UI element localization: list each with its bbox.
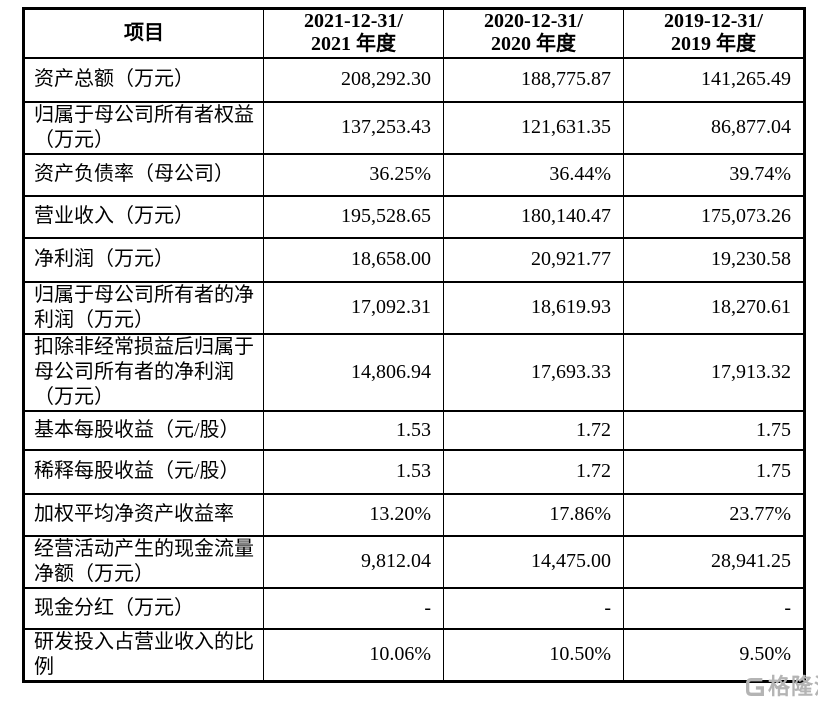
value-cell: 17,913.32 — [623, 332, 805, 412]
table-row: 经营活动产生的现金流量 净额（万元） 9,812.04 14,475.00 28,94… — [23, 534, 805, 589]
value-cell: 18,658.00 — [263, 236, 444, 283]
row-label: 现金分红（万元） — [23, 586, 264, 630]
value-cell: 1.53 — [263, 409, 444, 451]
table-row: 营业收入（万元） 195,528.65 180,140.47 175,073.26 — [23, 194, 805, 239]
value-cell: 9,812.04 — [263, 534, 444, 589]
value-cell: 137,253.43 — [263, 100, 444, 155]
value-cell: 121,631.35 — [443, 100, 624, 155]
table-row: 资产负债率（母公司） 36.25% 36.44% 39.74% — [23, 152, 805, 197]
table-row: 净利润（万元） 18,658.00 20,921.77 19,230.58 — [23, 236, 805, 283]
value-cell: 1.72 — [443, 409, 624, 451]
value-cell: 18,619.93 — [443, 280, 624, 335]
row-label: 资产负债率（母公司） — [23, 152, 264, 197]
row-label: 归属于母公司所有者权益 （万元） — [23, 100, 264, 155]
value-cell: 86,877.04 — [623, 100, 805, 155]
watermark-brand-text: 格隆汇 — [768, 674, 818, 699]
value-cell: 208,292.30 — [263, 56, 444, 103]
row-label: 加权平均净资产收益率 — [23, 492, 264, 537]
column-header-period: 2019-12-31/ 2019 年度 — [623, 7, 805, 59]
table-row: 扣除非经常损益后归属于 母公司所有者的净利润 （万元） 14,806.94 17,6… — [23, 332, 805, 412]
value-cell: 28,941.25 — [623, 534, 805, 589]
row-label: 归属于母公司所有者的净 利润（万元） — [23, 280, 264, 335]
value-cell: 9.50% — [623, 627, 805, 682]
gelonghui-watermark: 格隆汇 — [744, 673, 818, 701]
value-cell: 1.72 — [443, 448, 624, 495]
value-cell: 23.77% — [623, 492, 805, 537]
header-row: 项目 2021-12-31/ 2021 年度 2020-12-31/ 2020 年度… — [23, 7, 805, 59]
table-row: 研发投入占营业收入的比 例 10.06% 10.50% 9.50% — [23, 627, 805, 682]
value-cell: 39.74% — [623, 152, 805, 197]
value-cell: 180,140.47 — [443, 194, 624, 239]
value-cell: 14,806.94 — [263, 332, 444, 412]
value-cell: 13.20% — [263, 492, 444, 537]
value-cell: 10.06% — [263, 627, 444, 682]
financial-summary-table: 项目 2021-12-31/ 2021 年度 2020-12-31/ 2020 年度… — [22, 7, 806, 683]
table-row: 归属于母公司所有者权益 （万元） 137,253.43 121,631.35 86,8… — [23, 100, 805, 155]
value-cell: 17,693.33 — [443, 332, 624, 412]
column-header-item: 项目 — [23, 7, 264, 59]
row-label: 经营活动产生的现金流量 净额（万元） — [23, 534, 264, 589]
value-cell: 188,775.87 — [443, 56, 624, 103]
table-row: 现金分红（万元） - - - — [23, 586, 805, 630]
gelonghui-g-icon — [746, 678, 764, 696]
row-label: 营业收入（万元） — [23, 194, 264, 239]
value-cell: 195,528.65 — [263, 194, 444, 239]
table-row: 归属于母公司所有者的净 利润（万元） 17,092.31 18,619.93 18,2… — [23, 280, 805, 335]
value-cell: 1.75 — [623, 409, 805, 451]
column-header-period: 2021-12-31/ 2021 年度 — [263, 7, 444, 59]
value-cell: 17,092.31 — [263, 280, 444, 335]
value-cell: 1.53 — [263, 448, 444, 495]
row-label: 基本每股收益（元/股） — [23, 409, 264, 451]
value-cell: 1.75 — [623, 448, 805, 495]
row-label: 研发投入占营业收入的比 例 — [23, 627, 264, 682]
table-row: 基本每股收益（元/股） 1.53 1.72 1.75 — [23, 409, 805, 451]
value-cell: 36.44% — [443, 152, 624, 197]
value-cell: 36.25% — [263, 152, 444, 197]
table-row: 加权平均净资产收益率 13.20% 17.86% 23.77% — [23, 492, 805, 537]
value-cell: 175,073.26 — [623, 194, 805, 239]
value-cell: 18,270.61 — [623, 280, 805, 335]
table-row: 资产总额（万元） 208,292.30 188,775.87 141,265.49 — [23, 56, 805, 103]
value-cell: 20,921.77 — [443, 236, 624, 283]
table-row: 稀释每股收益（元/股） 1.53 1.72 1.75 — [23, 448, 805, 495]
value-cell: 19,230.58 — [623, 236, 805, 283]
row-label: 资产总额（万元） — [23, 56, 264, 103]
value-cell: - — [263, 586, 444, 630]
value-cell: - — [443, 586, 624, 630]
value-cell: - — [623, 586, 805, 630]
value-cell: 17.86% — [443, 492, 624, 537]
row-label: 扣除非经常损益后归属于 母公司所有者的净利润 （万元） — [23, 332, 264, 412]
row-label: 净利润（万元） — [23, 236, 264, 283]
value-cell: 10.50% — [443, 627, 624, 682]
row-label: 稀释每股收益（元/股） — [23, 448, 264, 495]
value-cell: 14,475.00 — [443, 534, 624, 589]
column-header-period: 2020-12-31/ 2020 年度 — [443, 7, 624, 59]
value-cell: 141,265.49 — [623, 56, 805, 103]
